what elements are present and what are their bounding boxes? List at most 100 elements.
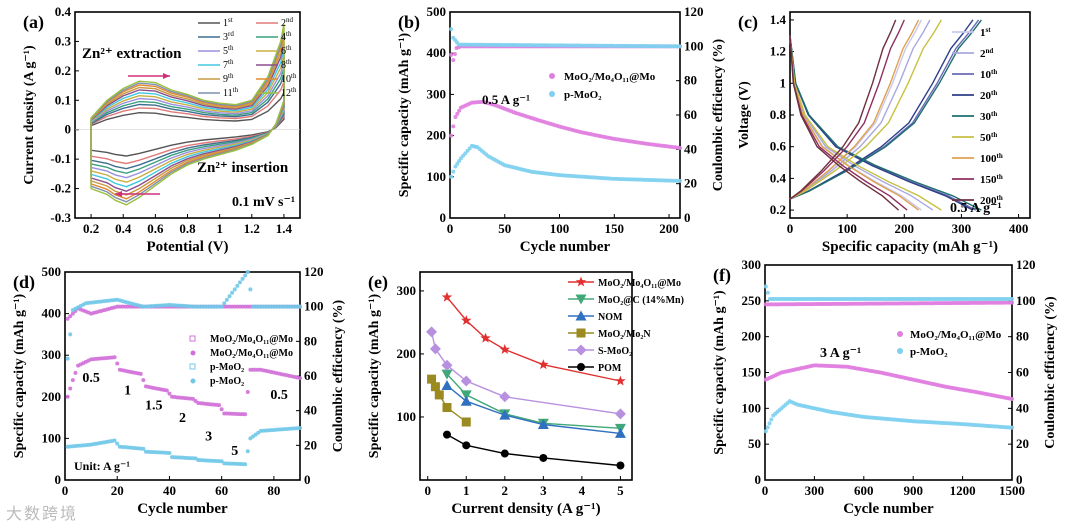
- data-point: [232, 287, 237, 292]
- rate-label: 5: [231, 444, 238, 459]
- data-point: [224, 297, 229, 302]
- y-tick-label: 0: [55, 472, 62, 487]
- legend-label: 100th: [980, 152, 1003, 165]
- y-tick-label: 0.6: [770, 139, 787, 154]
- legend-label: p-MoO₂: [210, 362, 244, 373]
- marker-triangle-up: [575, 310, 587, 321]
- data-point: [248, 287, 253, 292]
- y2-tick-label: 0: [304, 472, 311, 487]
- legend-label: 150th: [980, 173, 1003, 186]
- legend-label: 1st: [223, 16, 233, 29]
- series-p-MoO₂: [763, 399, 1014, 434]
- data-point: [68, 332, 73, 337]
- data-point: [678, 178, 682, 183]
- x-tick-label: 0: [762, 483, 769, 498]
- data-point: [451, 169, 456, 174]
- legend-label: MoO₂/Mo₄O₁₁@Mo: [910, 329, 1002, 341]
- rate-label: 0.5: [270, 388, 288, 403]
- x-tick-label: 40: [163, 483, 176, 498]
- data-point: [763, 429, 768, 434]
- y2-tick-label: 120: [684, 4, 704, 19]
- panel-label: (c): [738, 12, 758, 33]
- series-MoO₂/Mo₄O₁₁@Mo: [441, 291, 626, 386]
- y2-tick-label: 20: [304, 437, 317, 452]
- y2-tick-label: 20: [1016, 436, 1029, 451]
- x-tick-label: 0.2: [83, 221, 99, 236]
- y2-tick-label: 0: [1016, 472, 1023, 487]
- annotation-insertion: Zn²⁺ insertion: [197, 160, 289, 176]
- marker-triangle-down: [441, 369, 453, 380]
- y2-tick-label: 60: [304, 368, 317, 383]
- annotation-current: 0.5 A g⁻¹: [482, 92, 530, 107]
- x-tick-label: 2: [502, 483, 509, 498]
- data-point: [240, 276, 245, 281]
- x-tick-label: 300: [805, 483, 825, 498]
- data-point: [243, 412, 248, 417]
- marker-circle: [616, 461, 625, 470]
- legend-label: 9th: [223, 72, 234, 85]
- marker-triangle-up: [499, 409, 511, 420]
- series-POM: [442, 430, 625, 470]
- y-tick-label: 300: [42, 347, 62, 362]
- plot-frame-e: [419, 271, 633, 481]
- data-point: [245, 390, 250, 395]
- data-point: [769, 417, 774, 422]
- data-point: [678, 44, 682, 49]
- legend-label: 7th: [223, 58, 234, 71]
- x-tick-label: 400: [1009, 221, 1029, 236]
- x-tick-label: 100: [837, 221, 857, 236]
- marker-circle: [539, 453, 548, 462]
- x-tick-label: 0: [424, 483, 431, 498]
- y2-axis-label: Coulombic efficiency (%): [331, 299, 346, 452]
- y2-tick-label: 120: [304, 264, 324, 279]
- rate-label: 0.5: [82, 371, 100, 386]
- marker-diamond: [614, 408, 626, 420]
- legend-label: POM: [598, 363, 622, 374]
- y-tick-label: 1.2: [770, 44, 786, 59]
- legend-label: 3rd: [223, 30, 234, 43]
- legend-label: 20th: [980, 89, 997, 102]
- marker-star: [615, 375, 626, 386]
- legend-label: 2nd: [281, 16, 294, 29]
- legend-marker: [897, 331, 903, 337]
- data-point: [449, 27, 454, 32]
- y-tick-label: 0.8: [770, 107, 787, 122]
- panel-label: (f): [713, 265, 731, 286]
- legend-label: 30th: [980, 110, 997, 123]
- charge-curve-50th: [789, 19, 943, 200]
- data-point: [167, 391, 172, 396]
- x-tick-label: 1.2: [244, 221, 260, 236]
- legend-label: 5th: [223, 44, 234, 57]
- marker-square: [427, 374, 437, 384]
- data-point: [141, 378, 146, 383]
- marker-square: [434, 390, 444, 400]
- data-point: [164, 388, 169, 393]
- y-axis-label: Specific capacity (mAh g⁻¹): [367, 293, 382, 458]
- series-line: [446, 296, 621, 382]
- y-tick-label: 400: [427, 45, 447, 60]
- x-tick-label: 300: [952, 221, 972, 236]
- x-tick-label: 3: [540, 483, 547, 498]
- data-point: [449, 133, 454, 138]
- marker-star: [575, 276, 587, 287]
- cv-curve-1st: [90, 92, 285, 157]
- rate-label: 1.5: [145, 398, 163, 413]
- y2-tick-label: 100: [684, 38, 704, 53]
- unit-label: Unit: A g⁻¹: [74, 459, 130, 473]
- marker-circle: [500, 449, 509, 458]
- legend-marker: [190, 350, 196, 356]
- legend-label: p-MoO₂: [910, 346, 948, 358]
- rate-label: 2: [179, 411, 186, 426]
- legend-label: MoO₂/Mo₄O₁₁@Mo: [210, 348, 293, 359]
- x-tick-label: 0.6: [147, 221, 164, 236]
- marker-diamond: [426, 326, 438, 338]
- legend-label: MoO₂/Mo₂N: [598, 329, 651, 340]
- annotation-scan-rate: 0.1 mV s⁻¹: [232, 195, 295, 210]
- y-tick-label: 1.4: [770, 12, 787, 27]
- data-point: [227, 294, 232, 299]
- data-point: [65, 316, 70, 321]
- legend-label: MoO₂@C (14%Mn): [598, 295, 684, 306]
- series-MoO₂/Mo₄O₁₁@Mo CE: [763, 300, 1014, 307]
- annotation-extraction: Zn²⁺ extraction: [82, 46, 182, 62]
